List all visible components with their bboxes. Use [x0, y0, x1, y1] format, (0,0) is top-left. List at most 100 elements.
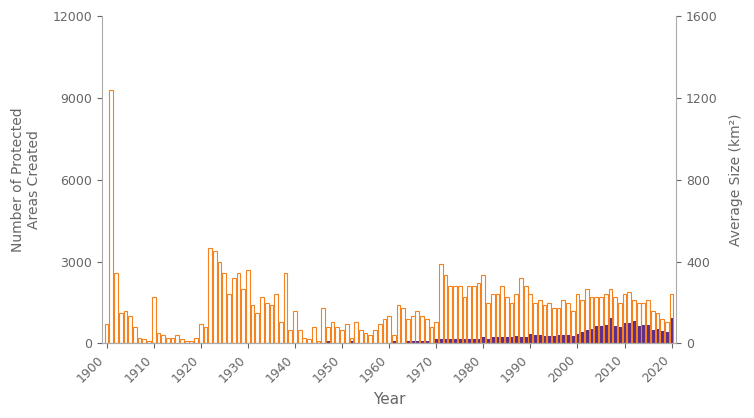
- Bar: [406, 342, 410, 344]
- Bar: [336, 327, 339, 344]
- Bar: [519, 278, 523, 344]
- Bar: [298, 330, 302, 344]
- Bar: [510, 337, 513, 344]
- Bar: [651, 311, 654, 344]
- Bar: [599, 297, 603, 344]
- Bar: [642, 303, 645, 344]
- Bar: [655, 314, 659, 344]
- Bar: [434, 339, 438, 344]
- Bar: [321, 308, 325, 344]
- Bar: [114, 273, 118, 344]
- Bar: [477, 283, 480, 344]
- Bar: [458, 286, 461, 344]
- Bar: [218, 262, 222, 344]
- Bar: [152, 297, 155, 344]
- Bar: [138, 338, 142, 344]
- Bar: [406, 319, 410, 344]
- Bar: [477, 339, 480, 344]
- Bar: [350, 342, 354, 344]
- Bar: [307, 339, 311, 344]
- Bar: [505, 297, 509, 344]
- Bar: [204, 327, 207, 344]
- Bar: [157, 333, 161, 344]
- Bar: [373, 330, 377, 344]
- Bar: [590, 329, 593, 344]
- Bar: [331, 322, 335, 344]
- Bar: [449, 339, 452, 344]
- Bar: [604, 294, 608, 344]
- Bar: [665, 322, 669, 344]
- Bar: [195, 338, 198, 344]
- Bar: [613, 326, 617, 344]
- Bar: [547, 336, 551, 344]
- Bar: [486, 339, 490, 344]
- Bar: [524, 286, 528, 344]
- Bar: [618, 303, 622, 344]
- Bar: [392, 342, 396, 344]
- Bar: [439, 264, 443, 344]
- Bar: [382, 319, 386, 344]
- Bar: [510, 303, 513, 344]
- Bar: [133, 327, 136, 344]
- Bar: [599, 326, 603, 344]
- Bar: [147, 341, 151, 344]
- Bar: [571, 311, 575, 344]
- Bar: [661, 319, 664, 344]
- Bar: [627, 323, 631, 344]
- Bar: [166, 338, 170, 344]
- X-axis label: Year: Year: [372, 392, 406, 407]
- Bar: [651, 330, 654, 344]
- Bar: [519, 337, 523, 344]
- Bar: [237, 273, 241, 344]
- Bar: [288, 330, 292, 344]
- Bar: [312, 327, 316, 344]
- Bar: [449, 286, 452, 344]
- Bar: [415, 342, 419, 344]
- Bar: [250, 305, 254, 344]
- Bar: [543, 305, 547, 344]
- Bar: [363, 333, 367, 344]
- Bar: [265, 303, 268, 344]
- Bar: [128, 316, 132, 344]
- Bar: [246, 270, 250, 344]
- Bar: [369, 335, 372, 344]
- Bar: [632, 300, 636, 344]
- Bar: [284, 273, 287, 344]
- Bar: [213, 251, 217, 344]
- Bar: [670, 294, 673, 344]
- Bar: [533, 335, 537, 344]
- Bar: [547, 303, 551, 344]
- Bar: [556, 308, 560, 344]
- Bar: [538, 335, 541, 344]
- Bar: [571, 336, 575, 344]
- Bar: [524, 337, 528, 344]
- Bar: [581, 332, 584, 344]
- Bar: [176, 335, 179, 344]
- Bar: [420, 316, 424, 344]
- Bar: [500, 286, 504, 344]
- Bar: [105, 324, 109, 344]
- Bar: [378, 324, 382, 344]
- Bar: [199, 324, 203, 344]
- Bar: [359, 330, 363, 344]
- Bar: [495, 294, 499, 344]
- Y-axis label: Average Size (km²): Average Size (km²): [729, 114, 743, 246]
- Bar: [637, 326, 640, 344]
- Bar: [340, 330, 344, 344]
- Bar: [533, 303, 537, 344]
- Bar: [345, 324, 348, 344]
- Bar: [388, 316, 391, 344]
- Bar: [585, 289, 589, 344]
- Bar: [430, 327, 434, 344]
- Bar: [269, 305, 273, 344]
- Bar: [350, 338, 354, 344]
- Bar: [575, 334, 579, 344]
- Bar: [500, 337, 504, 344]
- Bar: [180, 339, 184, 344]
- Bar: [458, 339, 461, 344]
- Bar: [590, 297, 593, 344]
- Bar: [594, 326, 598, 344]
- Bar: [415, 311, 419, 344]
- Bar: [481, 337, 485, 344]
- Bar: [491, 337, 495, 344]
